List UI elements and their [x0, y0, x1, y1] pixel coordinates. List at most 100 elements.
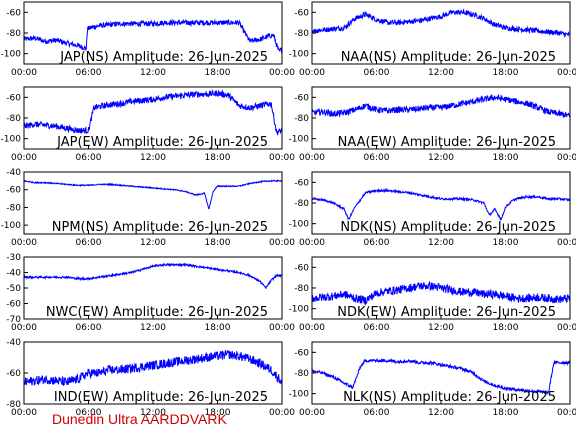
- x-tick-label: 06:00: [364, 153, 390, 163]
- series-line: [311, 94, 571, 118]
- series-line: [311, 358, 571, 396]
- panel-title: NAA(EW) Amplitude: 26-Jun-2025: [338, 135, 556, 150]
- y-tick-label: -50: [6, 284, 21, 294]
- panel-title: IND(EW) Amplitude: 26-Jun-2025: [54, 390, 268, 405]
- series-line: [23, 18, 283, 54]
- y-tick-label: -100: [289, 135, 310, 145]
- panel-4: 00:00 06:00 12:00 18:00 00:00 -100 -80 -60 NAA(E…: [289, 86, 576, 163]
- x-tick-label: 06:00: [76, 323, 102, 333]
- panel-1: 00:00 06:00 12:00 18:00 00:00 -100 -80 -60 JAP(N…: [1, 1, 295, 78]
- x-tick-label: 12:00: [140, 68, 166, 78]
- x-tick-label: 12:00: [428, 153, 454, 163]
- x-tick-label: 00:00: [269, 238, 295, 248]
- y-tick-label: -80: [294, 29, 309, 39]
- x-tick-label: 06:00: [76, 408, 102, 418]
- x-tick-label: 12:00: [140, 323, 166, 333]
- panel-7: 00:00 06:00 12:00 18:00 00:00-70-60-50-40-30…: [6, 253, 295, 333]
- x-tick-label: 06:00: [76, 68, 102, 78]
- x-tick-label: 00:00: [557, 68, 576, 78]
- x-tick-label: 18:00: [493, 238, 519, 248]
- y-tick-label: -60: [294, 8, 309, 18]
- x-tick-label: 00:00: [269, 153, 295, 163]
- y-tick-label: -80: [294, 114, 309, 124]
- x-tick-label: 00:00: [299, 68, 325, 78]
- x-tick-label: 18:00: [493, 408, 519, 418]
- y-tick-label: -80: [6, 400, 21, 410]
- y-tick-label: -30: [6, 253, 21, 263]
- y-tick-label: -60: [294, 348, 309, 358]
- x-tick-label: 18:00: [493, 323, 519, 333]
- x-tick-label: 00:00: [11, 68, 37, 78]
- x-tick-label: 00:00: [557, 238, 576, 248]
- panel-title: NPM(NS) Amplitude: 26-Jun-2025: [52, 220, 268, 235]
- x-tick-label: 18:00: [493, 68, 519, 78]
- y-tick-label: -60: [294, 263, 309, 273]
- x-tick-label: 00:00: [299, 323, 325, 333]
- y-tick-label: -100: [1, 221, 22, 231]
- y-tick-label: -80: [6, 29, 21, 39]
- x-tick-label: 00:00: [269, 323, 295, 333]
- x-tick-label: 06:00: [364, 238, 390, 248]
- y-tick-label: -60: [6, 186, 21, 196]
- series-line: [23, 262, 283, 289]
- panel-9: 00:00 06:00 12:00 18:00 00:00-80-60-40IND(EW…: [6, 338, 295, 418]
- y-tick-label: -60: [6, 8, 21, 18]
- x-tick-label: 18:00: [205, 238, 231, 248]
- x-tick-label: 12:00: [428, 408, 454, 418]
- y-tick-label: -100: [1, 135, 22, 145]
- x-tick-label: 00:00: [269, 408, 295, 418]
- series-line: [311, 280, 571, 306]
- x-tick-label: 00:00: [557, 323, 576, 333]
- series-line: [311, 8, 571, 39]
- series-line: [23, 179, 283, 210]
- series-line: [23, 88, 283, 136]
- y-tick-label: -80: [294, 284, 309, 294]
- panel-5: 00:00 06:00 12:00 18:00 00:00 -100 -80 -60 -40 NP…: [1, 168, 296, 248]
- panels: 00:00 06:00 12:00 18:00 00:00 -100 -80 -60 JAP(N…: [1, 1, 576, 418]
- y-tick-label: -60: [294, 178, 309, 188]
- x-tick-label: 00:00: [299, 408, 325, 418]
- x-tick-label: 18:00: [205, 323, 231, 333]
- y-tick-label: -60: [6, 369, 21, 379]
- x-tick-label: 12:00: [140, 408, 166, 418]
- x-tick-label: 12:00: [428, 238, 454, 248]
- x-tick-label: 12:00: [428, 323, 454, 333]
- x-tick-label: 12:00: [140, 238, 166, 248]
- panel-10: 00:00 06:00 12:00 18:00 00:00 -100 -80 -60 NLK(N…: [289, 341, 576, 418]
- panel-8: 00:00 06:00 12:00 18:00 00:00 -100 -80 -60 NDK(E…: [289, 256, 576, 333]
- panel-title: JAP(EW) Amplitude: 26-Jun-2025: [56, 135, 268, 150]
- y-tick-label: -40: [6, 269, 21, 279]
- y-tick-label: -100: [289, 50, 310, 60]
- y-tick-label: -40: [6, 338, 21, 348]
- x-tick-label: 06:00: [76, 153, 102, 163]
- y-tick-label: -80: [294, 199, 309, 209]
- y-tick-label: -100: [289, 390, 310, 400]
- x-tick-label: 00:00: [11, 408, 37, 418]
- panel-2: 00:00 06:00 12:00 18:00 00:00 -100 -80 -60 NAA(N…: [289, 1, 576, 78]
- x-tick-label: 00:00: [269, 68, 295, 78]
- x-tick-label: 00:00: [557, 408, 576, 418]
- y-tick-label: -80: [6, 114, 21, 124]
- panel-3: 00:00 06:00 12:00 18:00 00:00 -100 -80 -60 JAP(E…: [1, 86, 295, 163]
- panel-title: NDK(NS) Amplitude: 26-Jun-2025: [340, 220, 556, 235]
- station-footer: Dunedin Ultra AARDDVARK: [52, 411, 227, 427]
- y-tick-label: -100: [289, 220, 310, 230]
- y-tick-label: -60: [294, 93, 309, 103]
- x-tick-label: 06:00: [364, 323, 390, 333]
- y-tick-label: -80: [6, 203, 21, 213]
- y-tick-label: -70: [6, 315, 21, 325]
- x-tick-label: 18:00: [493, 153, 519, 163]
- x-tick-label: 00:00: [11, 323, 37, 333]
- series-line: [23, 350, 283, 386]
- x-tick-label: 18:00: [205, 153, 231, 163]
- x-tick-label: 00:00: [11, 153, 37, 163]
- series-line: [311, 187, 571, 221]
- panel-title: NAA(NS) Amplitude: 26-Jun-2025: [341, 50, 556, 65]
- x-tick-label: 12:00: [428, 68, 454, 78]
- x-tick-label: 00:00: [557, 153, 576, 163]
- y-tick-label: -60: [6, 300, 21, 310]
- panel-title: NLK(NS) Amplitude: 26-Jun-2025: [343, 390, 556, 405]
- x-tick-label: 00:00: [299, 153, 325, 163]
- x-tick-label: 06:00: [76, 238, 102, 248]
